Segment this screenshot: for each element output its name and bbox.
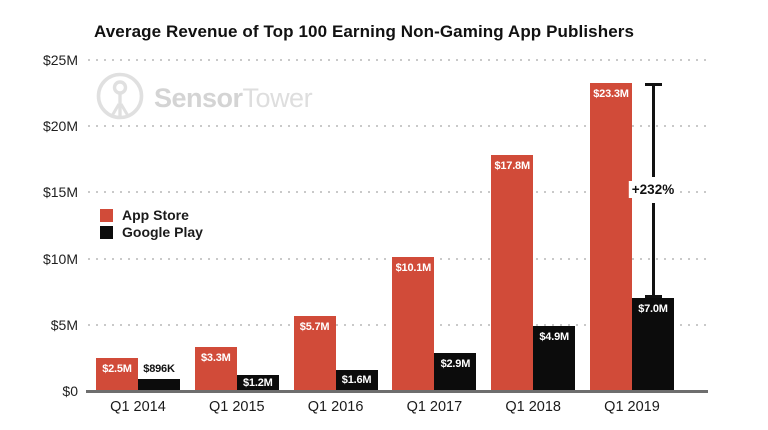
bar-value-label-google-play-q1-2015: $1.2M (243, 377, 273, 390)
bar-app-store-q1-2017 (392, 257, 435, 391)
chart-title: Average Revenue of Top 100 Earning Non-G… (94, 22, 635, 41)
watermark-brand-light: Tower (242, 83, 313, 113)
bar-value-label-app-store-q1-2019: $23.3M (593, 87, 629, 100)
bar-value-label-google-play-q1-2014: $896K (143, 363, 175, 376)
gridline-20m (88, 125, 706, 128)
app-store-swatch (100, 209, 113, 222)
x-axis-line (86, 389, 708, 393)
watermark-brand-bold: Sensor (154, 83, 243, 113)
legend-label-app-store: App Store (122, 207, 189, 223)
chart-legend: App Store Google Play (100, 207, 203, 241)
bar-google-play-q1-2016 (335, 369, 378, 391)
bar-value-label-app-store-q1-2018: $17.8M (494, 160, 530, 173)
x-tick-label-q1-2017: Q1 2017 (406, 399, 463, 415)
y-tick-label-0: $0 (62, 383, 78, 399)
bar-value-label-app-store-q1-2015: $3.3M (201, 352, 231, 365)
bar-value-label-google-play-q1-2018: $4.9M (539, 331, 569, 344)
bar-value-label-app-store-q1-2017: $10.1M (395, 262, 432, 275)
bar-value-label-app-store-q1-2014: $2.5M (102, 362, 132, 375)
bar-app-store-q1-2015 (194, 347, 237, 391)
bar-app-store-q1-2016 (293, 315, 336, 391)
y-tick-label-10m: $10M (42, 250, 78, 267)
gridline-25m (88, 59, 706, 61)
sensor-tower-watermark: SensorTower (95, 71, 313, 126)
bar-google-play-q1-2018 (533, 326, 576, 391)
legend-item-google-play: Google Play (100, 224, 203, 241)
bar-value-label-google-play-q1-2019: $7.0M (638, 303, 668, 316)
x-tick-label-q1-2019: Q1 2019 (604, 399, 660, 415)
x-tick-label-q1-2018: Q1 2018 (505, 399, 561, 415)
bar-value-label-google-play-q1-2016: $1.6M (341, 373, 372, 386)
y-tick-label-15m: $15M (42, 184, 78, 201)
x-tick-label-q1-2016: Q1 2016 (307, 399, 364, 415)
legend-item-app-store: App Store (100, 207, 203, 224)
watermark-brand-text: SensorTower (154, 83, 313, 114)
bar-app-store-q1-2014 (96, 357, 138, 391)
y-tick-label-25m: $25M (42, 52, 78, 68)
x-tick-label-q1-2014: Q1 2014 (110, 399, 166, 415)
legend-label-google-play: Google Play (122, 224, 203, 240)
sensor-tower-radio-tower-icon (95, 71, 145, 126)
gridline-15m (88, 191, 706, 194)
annotation-line-upper (651, 82, 655, 178)
annotation-growth-label: +232% (628, 181, 678, 199)
google-play-swatch (100, 226, 113, 239)
bar-value-label-app-store-q1-2016: $5.7M (299, 320, 330, 333)
y-tick-label-20m: $20M (42, 118, 78, 135)
bar-value-label-google-play-q1-2017: $2.9M (440, 357, 471, 370)
y-tick-label-5m: $5M (50, 316, 78, 333)
bar-app-store-q1-2018 (491, 155, 534, 391)
bar-app-store-q1-2019 (590, 82, 632, 391)
bar-google-play-q1-2014 (138, 379, 180, 391)
annotation-line-lower (651, 203, 655, 299)
bar-google-play-q1-2017 (434, 352, 477, 391)
x-tick-label-q1-2015: Q1 2015 (208, 399, 265, 415)
bar-google-play-q1-2015 (236, 375, 279, 391)
bar-google-play-q1-2019 (632, 298, 674, 391)
